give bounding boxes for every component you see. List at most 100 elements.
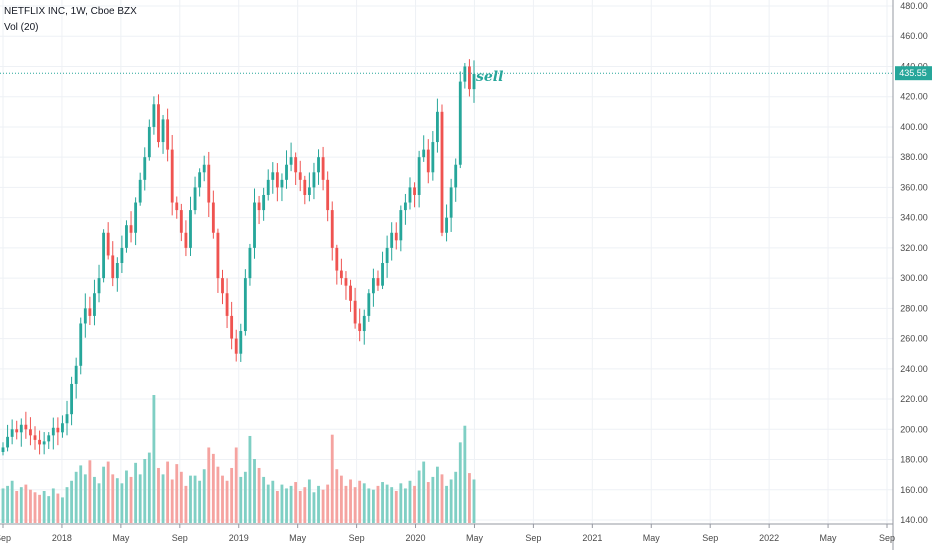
volume-bar: [207, 447, 211, 523]
x-tick-label: Sep: [0, 533, 11, 543]
candle-body: [202, 164, 206, 173]
chart-symbol-title[interactable]: NETFLIX INC, 1W, Cboe BZX: [4, 6, 137, 17]
candle-body: [88, 308, 92, 316]
volume-bar: [88, 460, 92, 523]
candle-body: [294, 157, 298, 173]
volume-bar: [376, 485, 380, 523]
y-tick-label: 220.00: [900, 394, 928, 404]
volume-bar: [339, 475, 343, 523]
volume-bar: [349, 479, 352, 523]
candle-body: [413, 187, 416, 195]
y-tick-label: 200.00: [900, 424, 928, 434]
volume-bar: [211, 453, 215, 523]
candle-body: [79, 323, 83, 366]
volume-bar: [431, 476, 435, 523]
volume-bar: [51, 488, 55, 523]
x-tick-label: 2019: [229, 533, 249, 543]
volume-bars: [1, 395, 476, 523]
volume-bar: [230, 467, 234, 523]
candle-body: [422, 149, 426, 158]
price-axis: [893, 0, 932, 550]
candle-body: [170, 149, 174, 203]
candle-body: [362, 315, 366, 332]
candle-body: [207, 164, 211, 203]
volume-bar: [97, 483, 101, 523]
volume-bar: [303, 487, 307, 523]
candle-body: [399, 210, 403, 241]
candle-body: [38, 439, 42, 445]
candle-body: [390, 232, 394, 248]
volume-bar: [179, 471, 183, 523]
volume-bar: [129, 476, 133, 523]
candle-body: [285, 164, 288, 180]
x-tick-label: Sep: [172, 533, 188, 543]
volume-bar: [463, 425, 467, 523]
y-tick-label: 240.00: [900, 364, 928, 374]
x-tick-label: Sep: [879, 533, 895, 543]
candle-body: [65, 414, 69, 424]
volume-bar: [362, 483, 366, 523]
volume-bar: [111, 474, 115, 523]
y-tick-label: 280.00: [900, 303, 928, 313]
volume-bar: [399, 483, 403, 523]
candle-body: [440, 111, 444, 233]
candle-body: [234, 338, 238, 354]
y-tick-label: 400.00: [900, 122, 928, 132]
volume-bar: [344, 485, 348, 523]
candle-body: [24, 424, 28, 430]
candle-body: [403, 202, 407, 211]
time-axis-labels: Sep 2018 May Sep 2019 May Sep 2020 May Sep 2021 May…: [0, 523, 895, 543]
candle-body: [253, 202, 256, 248]
candle-body: [189, 210, 192, 248]
y-tick-label: 460.00: [900, 31, 928, 41]
candle-body: [239, 331, 243, 354]
candle-body: [147, 126, 151, 158]
x-tick-label: Sep: [525, 533, 541, 543]
volume-bar: [472, 479, 476, 523]
volume-bar: [445, 485, 448, 523]
volume-bar: [221, 475, 224, 523]
volume-bar: [115, 478, 119, 523]
candle-body: [468, 66, 471, 90]
volume-bar: [29, 489, 32, 523]
volume-bar: [422, 461, 426, 523]
y-tick-label: 260.00: [900, 334, 928, 344]
volume-bar: [106, 461, 110, 523]
volume-bar: [403, 488, 407, 523]
candle-body: [143, 157, 147, 180]
last-price-tag: 435.55: [895, 66, 932, 81]
candle-body: [445, 217, 448, 233]
volume-bar: [166, 461, 170, 523]
candle-body: [262, 194, 266, 211]
last-price-value: 435.55: [899, 68, 927, 78]
volume-bar: [426, 482, 430, 523]
volume-bar: [33, 492, 37, 523]
volume-bar: [449, 479, 453, 523]
volume-bar: [285, 488, 288, 523]
volume-bar: [408, 480, 412, 523]
candle-body: [29, 429, 32, 436]
candle-body: [367, 293, 371, 316]
candle-body: [221, 278, 224, 294]
candle-body: [435, 111, 439, 143]
volume-bar: [367, 488, 371, 523]
volume-bar: [38, 494, 42, 523]
candle-body: [385, 247, 389, 263]
volume-bar: [161, 474, 165, 523]
candle-body: [321, 157, 325, 180]
volume-indicator-label[interactable]: Vol (20): [4, 22, 39, 33]
candle-body: [463, 66, 467, 82]
sell-annotation[interactable]: sell: [476, 69, 503, 85]
x-tick-label: 2018: [52, 533, 72, 543]
volume-bar: [353, 487, 357, 523]
x-tick-label: Sep: [349, 533, 365, 543]
candle-body: [458, 81, 462, 165]
y-tick-label: 360.00: [900, 182, 928, 192]
volume-bar: [294, 482, 298, 523]
candle-body: [83, 308, 87, 324]
candle-body: [326, 179, 330, 211]
y-tick-label: 340.00: [900, 213, 928, 223]
candle-body: [74, 365, 78, 384]
volume-bar: [468, 473, 471, 523]
